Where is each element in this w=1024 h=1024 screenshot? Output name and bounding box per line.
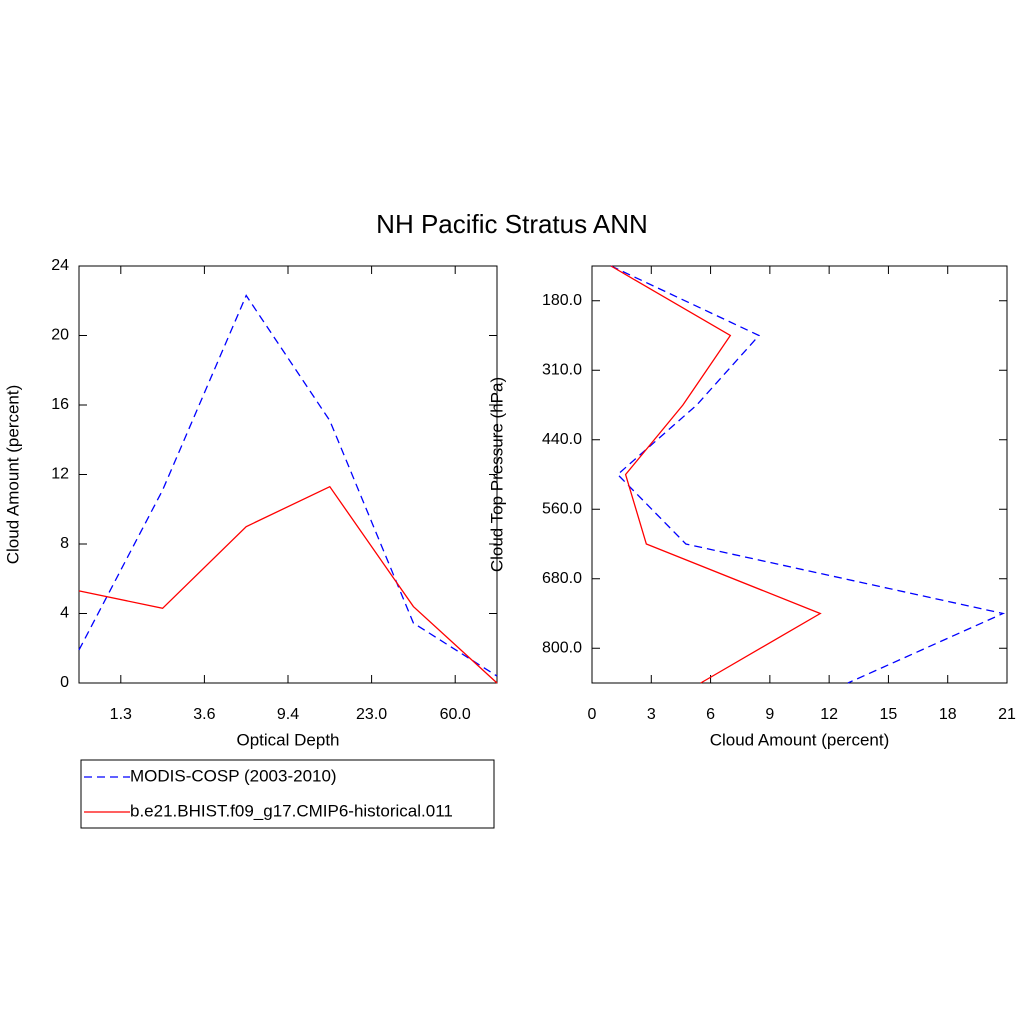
y-tick-label: 560.0 xyxy=(542,500,582,517)
y-tick-label: 16 xyxy=(51,396,69,413)
y-tick-label: 0 xyxy=(60,674,69,691)
y-tick-label: 800.0 xyxy=(542,639,582,656)
x-axis-label: Optical Depth xyxy=(237,730,340,749)
y-tick-label: 24 xyxy=(51,257,69,274)
legend-label: MODIS-COSP (2003-2010) xyxy=(130,766,337,785)
y-tick-label: 180.0 xyxy=(542,292,582,309)
x-tick-label: 3 xyxy=(647,706,656,723)
x-tick-label: 9.4 xyxy=(277,706,299,723)
x-tick-label: 12 xyxy=(820,706,838,723)
series-line xyxy=(610,265,1006,684)
x-axis-label: Cloud Amount (percent) xyxy=(710,730,890,749)
x-tick-label: 3.6 xyxy=(193,706,215,723)
plot-frame xyxy=(78,265,498,684)
x-tick-label: 21 xyxy=(998,706,1016,723)
x-tick-label: 0 xyxy=(588,706,597,723)
x-tick-label: 60.0 xyxy=(440,706,471,723)
legend-box xyxy=(80,759,495,829)
plot-frame xyxy=(591,265,1008,684)
y-tick-label: 12 xyxy=(51,466,69,483)
x-tick-label: 18 xyxy=(939,706,957,723)
series-line xyxy=(78,485,498,684)
y-tick-label: 310.0 xyxy=(542,361,582,378)
x-tick-label: 23.0 xyxy=(356,706,387,723)
y-tick-label: 680.0 xyxy=(542,570,582,587)
y-tick-label: 20 xyxy=(51,327,69,344)
x-tick-label: 15 xyxy=(880,706,898,723)
y-axis-label: Cloud Top Pressure (hPa) xyxy=(487,377,506,572)
y-tick-label: 8 xyxy=(60,535,69,552)
x-tick-label: 9 xyxy=(765,706,774,723)
legend-label: b.e21.BHIST.f09_g17.CMIP6-historical.011 xyxy=(130,801,453,820)
x-tick-label: 1.3 xyxy=(110,706,132,723)
series-line xyxy=(78,294,498,677)
y-axis-label: Cloud Amount (percent) xyxy=(3,385,22,565)
x-tick-label: 6 xyxy=(706,706,715,723)
y-tick-label: 4 xyxy=(60,605,69,622)
y-tick-label: 440.0 xyxy=(542,431,582,448)
figure-title: NH Pacific Stratus ANN xyxy=(376,209,648,239)
series-line xyxy=(610,265,822,684)
